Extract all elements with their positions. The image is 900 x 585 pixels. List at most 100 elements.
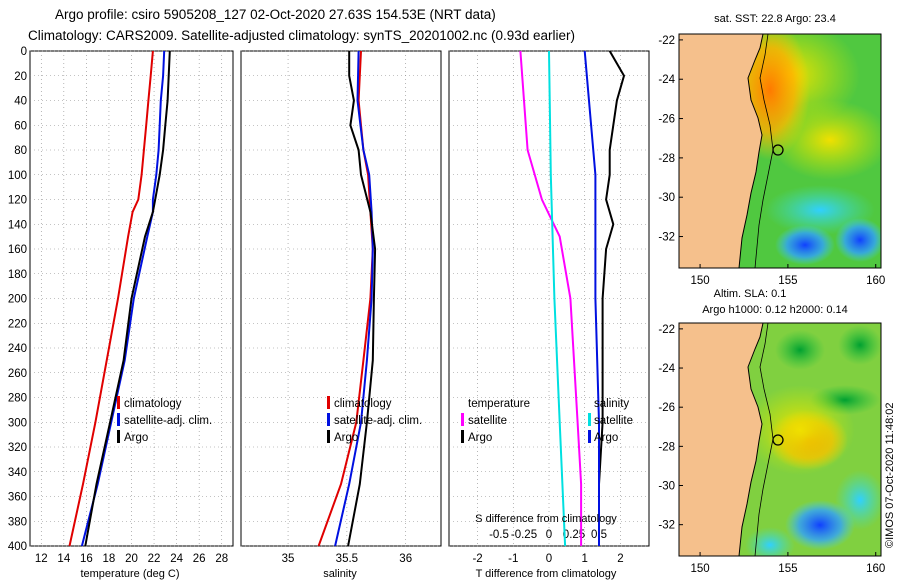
legend-swatch-t-argo [461, 430, 464, 443]
legend-label-t-argo: Argo [468, 432, 492, 444]
sla-map-title: Altim. SLA: 0.1 [714, 288, 787, 300]
legend-label-argo: Argo [334, 432, 358, 444]
title-line-2: Climatology: CARS2009. Satellite-adjuste… [28, 28, 575, 43]
depth-tick-label: 280 [8, 393, 27, 405]
depth-tick-label: 380 [8, 516, 27, 528]
sst-argo-marker [772, 144, 784, 156]
map-lon-tick-label: 155 [778, 275, 797, 287]
legend-swatch-t-satellite [461, 413, 464, 426]
map-lat-tick-label: -26 [658, 114, 675, 126]
map-lat-tick-label: -24 [658, 363, 675, 375]
s-diff-tick-label: 0.25 [563, 529, 585, 541]
legend-swatch-satellite [117, 413, 120, 426]
x-tick-label: -2 [472, 553, 482, 565]
map-lon-tick-label: 160 [866, 563, 885, 575]
series-line-salinity-satellite [548, 50, 567, 547]
map-lat-tick-label: -26 [658, 402, 675, 414]
map-lon-tick-label: 155 [778, 563, 797, 575]
map-lat-tick-label: -28 [658, 153, 675, 165]
sst-map-title: sat. SST: 22.8 Argo: 23.4 [714, 13, 836, 25]
map-lon-tick-label: 160 [866, 275, 885, 287]
x-tick-label: 26 [193, 553, 206, 565]
x-tick-label: 22 [148, 553, 161, 565]
map-lat-tick-label: -22 [658, 35, 675, 47]
depth-tick-label: 40 [14, 96, 27, 108]
legend-swatch-argo [327, 430, 330, 443]
sla-low-5 [785, 500, 855, 550]
map-lat-tick-label: -32 [658, 232, 675, 244]
depth-tick-label: 260 [8, 368, 27, 380]
series-line-argo [347, 51, 377, 547]
x-tick-label: -1 [508, 553, 518, 565]
s-diff-tick-label: -0.5 [489, 529, 509, 541]
depth-tick-label: 120 [8, 195, 27, 207]
x-tick-label: 35 [282, 553, 295, 565]
sdiff-xlabel: S difference from climatology [475, 513, 617, 525]
depth-tick-label: 160 [8, 244, 27, 256]
depth-tick-label: 0 [21, 46, 27, 58]
x-tick-label: 18 [103, 553, 116, 565]
watermark: ©IMOS 07-Oct-2020 11:48:02 [884, 403, 896, 548]
salinity-xlabel: salinity [323, 568, 357, 580]
sst-land [679, 34, 764, 268]
series-line-temperature-satellite [519, 50, 583, 546]
legend-swatch-s-satellite [588, 413, 591, 426]
map-lat-tick-label: -28 [658, 441, 675, 453]
sla-map-subtitle: Argo h1000: 0.12 h2000: 0.14 [702, 304, 848, 316]
legend-title-temperature: temperature [468, 398, 530, 410]
sst-isobath [754, 34, 774, 268]
legend-swatch-argo [117, 430, 120, 443]
sla-low-2 [838, 325, 881, 365]
depth-tick-label: 180 [8, 269, 27, 281]
temperature-xlabel: temperature (deg C) [80, 568, 179, 580]
map-lat-tick-label: -30 [658, 481, 675, 493]
legend-swatch-satellite [327, 413, 330, 426]
depth-tick-label: 240 [8, 343, 27, 355]
depth-tick-label: 100 [8, 170, 27, 182]
map-lat-tick-label: -22 [658, 324, 675, 336]
x-tick-label: 35.5 [336, 553, 358, 565]
sst-cold-patch-2 [835, 218, 881, 262]
depth-tick-label: 220 [8, 318, 27, 330]
sst-warm-eddy [770, 100, 881, 180]
sla-low-6 [745, 527, 795, 556]
title-line-1: Argo profile: csiro 5905208_127 02-Oct-2… [55, 7, 496, 22]
x-tick-label: 24 [170, 553, 183, 565]
legend-swatch-climatology [327, 396, 330, 409]
temperature-legend: climatology satellite-adj. clim. Argo [117, 396, 212, 444]
map-lon-tick-label: 150 [690, 563, 709, 575]
legend-title-salinity: salinity [594, 398, 629, 410]
x-tick-label: 2 [617, 553, 623, 565]
legend-label-climatology: climatology [334, 398, 392, 410]
legend-swatch-s-argo [588, 430, 591, 443]
depth-tick-label: 80 [14, 145, 27, 157]
map-lon-tick-label: 150 [690, 275, 709, 287]
series-line-salinity-argo [583, 50, 600, 546]
tdiff-xlabel: T difference from climatology [476, 568, 617, 580]
difference-legend: temperature satellite Argo salinity sate… [461, 398, 633, 444]
series-line-temperature-argo [598, 50, 626, 546]
map-lat-tick-label: -24 [658, 74, 675, 86]
x-tick-label: 36 [399, 553, 412, 565]
legend-swatch-climatology [117, 396, 120, 409]
legend-label-satellite: satellite-adj. clim. [334, 415, 422, 427]
x-tick-label: 16 [80, 553, 93, 565]
sst-map-frame [678, 33, 882, 269]
x-tick-label: 12 [35, 553, 48, 565]
depth-tick-label: 360 [8, 492, 27, 504]
depth-tick-label: 400 [8, 541, 27, 553]
x-tick-label: 28 [215, 553, 228, 565]
salinity-legend: climatology satellite-adj. clim. Argo [327, 396, 422, 444]
legend-label-s-satellite: satellite [594, 415, 633, 427]
x-tick-label: 14 [57, 553, 70, 565]
sla-argo-marker [772, 434, 784, 446]
sst-map [679, 34, 881, 268]
depth-tick-label: 200 [8, 294, 27, 306]
s-diff-tick-label: -0.25 [511, 529, 537, 541]
sla-map-frame [678, 322, 882, 557]
depth-tick-label: 140 [8, 219, 27, 231]
depth-tick-label: 60 [14, 120, 27, 132]
x-tick-label: 1 [582, 553, 588, 565]
series-line-climatology [68, 50, 154, 547]
series-line-satellite-adj-clim- [334, 50, 374, 547]
